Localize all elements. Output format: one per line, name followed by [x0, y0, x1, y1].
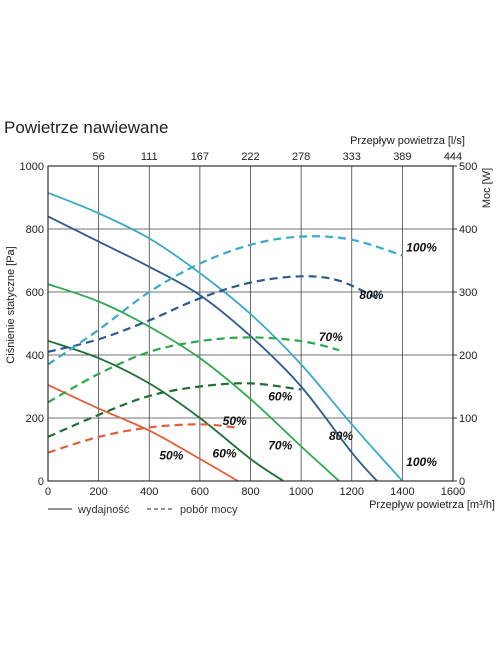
- annotation-label: 100%: [406, 455, 437, 469]
- x-tick-label: 800: [241, 486, 259, 498]
- annotation-label: 50%: [159, 449, 183, 463]
- x-tick-label: 1400: [390, 486, 414, 498]
- power-line-70pct: [47, 336, 340, 404]
- y-tick-label: 0: [38, 476, 44, 488]
- x-tick-label: 1000: [289, 486, 313, 498]
- x-axis-label: Przepływ powietrza [m³/h]: [369, 499, 495, 511]
- legend-solid-label: wydajność: [77, 504, 130, 516]
- power-line-80pct: [47, 275, 378, 353]
- y2-tick-label: 300: [459, 287, 477, 299]
- annotation-label: 70%: [268, 439, 292, 453]
- y-tick-label: 800: [26, 224, 44, 236]
- y-tick-label: 400: [26, 350, 44, 362]
- y2-tick-label: 100: [459, 413, 477, 425]
- x2-tick-label: 278: [292, 151, 310, 163]
- annotation-label: 60%: [213, 446, 237, 460]
- y2-tick-label: 0: [459, 476, 465, 488]
- x-tick-label: 1200: [340, 486, 364, 498]
- x2-tick-label: 111: [141, 151, 158, 163]
- x-tick-label: 400: [140, 486, 158, 498]
- legend-dashed-label: pobór mocy: [180, 504, 238, 516]
- chart-title: Powietrze nawiewane: [4, 118, 169, 137]
- performance-line-70pct: [47, 283, 340, 482]
- y2-axis-label: Moc [W]: [481, 168, 493, 208]
- x2-tick-label: 333: [343, 151, 361, 163]
- x-tick-label: 200: [89, 486, 107, 498]
- y2-tick-label: 400: [459, 224, 477, 236]
- annotation-label: 60%: [268, 390, 292, 404]
- x-tick-label: 600: [191, 486, 209, 498]
- performance-line-60pct: [47, 339, 284, 482]
- y-tick-label: 200: [26, 413, 44, 425]
- performance-line-100pct: [47, 191, 404, 482]
- x2-tick-label: 222: [241, 151, 259, 163]
- performance-line-80pct: [47, 215, 378, 482]
- annotation-label: 80%: [359, 288, 383, 302]
- y-tick-label: 600: [26, 287, 44, 299]
- annotation-label: 100%: [406, 241, 437, 255]
- x2-tick-label: 444: [444, 151, 462, 163]
- y2-tick-label: 500: [459, 161, 477, 173]
- legend: wydajność pobór mocy: [48, 504, 238, 516]
- annotation-label: 80%: [329, 429, 353, 443]
- y2-tick-label: 200: [459, 350, 477, 362]
- power-line-100pct: [47, 235, 403, 366]
- x2-axis-label: Przepływ powietrza [l/s]: [350, 135, 465, 147]
- power-line-60pct: [47, 382, 302, 438]
- series-labels: 100% 80% 70% 60% 50% 50% 60% 70% 80% 100%: [159, 241, 437, 469]
- x2-tick-label: 167: [191, 151, 209, 163]
- annotation-label: 50%: [223, 414, 247, 428]
- performance-line-50pct: [47, 384, 239, 482]
- y-tick-label: 1000: [20, 161, 44, 173]
- annotation-label: 70%: [319, 330, 343, 344]
- x-tick-label: 1600: [441, 486, 465, 498]
- x2-tick-label: 56: [93, 151, 105, 163]
- series-lines: [47, 191, 404, 482]
- power-line-50pct: [47, 423, 236, 454]
- plot-frame: [47, 165, 454, 482]
- x-tick-label: 0: [45, 486, 51, 498]
- grid: [47, 165, 454, 482]
- x2-tick-label: 389: [393, 151, 411, 163]
- y-axis-label: Ciśnienie statyczne [Pa]: [5, 246, 17, 363]
